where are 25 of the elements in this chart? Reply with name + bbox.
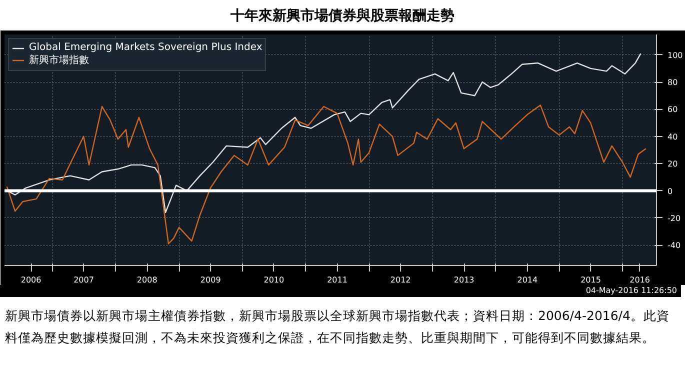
- y-tick-label: 40: [668, 132, 678, 142]
- x-tick-label: 2010: [264, 276, 284, 284]
- y-tick-label: 100: [668, 50, 683, 60]
- line-series: [6, 104, 647, 244]
- x-tick-label: 2014: [517, 276, 538, 284]
- x-tick-label: 2011: [327, 276, 348, 284]
- x-tick-label: 2013: [454, 276, 474, 284]
- x-tick-label: 2007: [74, 276, 94, 284]
- legend-label: Global Emerging Markets Sovereign Plus Index: [29, 42, 262, 53]
- y-tick-label: 0: [668, 186, 673, 196]
- text: 04-May-2016 11:26:50: [586, 285, 677, 296]
- y-tick-label: -40: [668, 241, 681, 250]
- x-tick-label: 2006: [20, 276, 42, 284]
- y-tick-label: -20: [668, 214, 681, 223]
- y-tick-label: 20: [668, 160, 678, 169]
- x-tick-label: 2012: [390, 276, 411, 284]
- chart-title: 十年來新興市場債券與股票報酬走勢: [230, 6, 454, 26]
- y-tick-label: 60: [668, 105, 678, 114]
- x-tick-label: 2009: [200, 276, 221, 284]
- y-tick-label: 80: [668, 78, 678, 88]
- x-tick-label: 2015: [580, 276, 601, 284]
- x-tick-label: 2008: [136, 276, 158, 284]
- x-tick-label: 2016: [630, 276, 650, 284]
- legend-label: 新興市場指數: [29, 54, 89, 67]
- text: 新興市場債券以新興市場主權債券指數，新興市場股票以全球新興市場指數代表；資料日期：2006/4-2016/4。此資料僅為歷史數據模擬回測，不為未來投資獲利之保證，在不同指數走勢、比重與期間下，可能得到不同數據結果。: [5, 307, 670, 347]
